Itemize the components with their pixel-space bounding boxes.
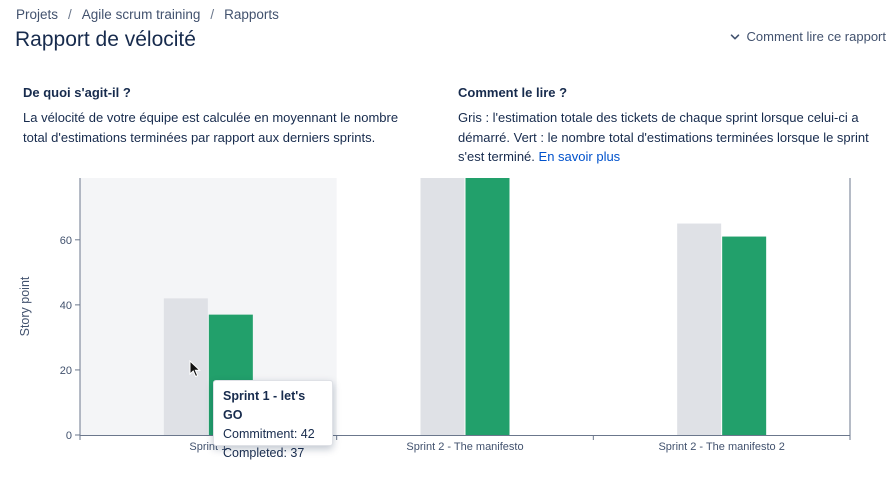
breadcrumb: Projets / Agile scrum training / Rapports <box>16 7 279 22</box>
velocity-chart: 0 20 40 60 Sprint 1 Sprint 2 - The manifesto S… <box>0 168 896 477</box>
how-text: Gris : l'estimation totale des tickets d… <box>458 108 883 167</box>
how-text-body: Gris : l'estimation totale des tickets d… <box>458 110 869 164</box>
chevron-down-icon <box>730 33 739 39</box>
commitment-bar <box>420 178 465 435</box>
commitment-bar <box>677 223 722 435</box>
sprint-tooltip: Sprint 1 - let's GO Commitment: 42 Compl… <box>213 380 333 460</box>
y-axis-label: Story point <box>18 276 32 336</box>
breadcrumb-item-projects[interactable]: Projets <box>16 7 59 22</box>
breadcrumb-separator: / <box>68 7 72 22</box>
how-to-read-label: Comment lire ce rapport <box>746 29 886 44</box>
y-tick-label: 0 <box>66 430 72 442</box>
breadcrumb-item-project[interactable]: Agile scrum training <box>81 7 201 22</box>
y-tick-label: 40 <box>60 300 72 312</box>
tooltip-commitment: Commitment: 42 <box>223 427 315 441</box>
x-tick-label: Sprint 2 - The manifesto <box>406 441 523 453</box>
breadcrumb-item-reports[interactable]: Rapports <box>224 7 279 22</box>
tooltip-title: Sprint 1 - let's GO <box>223 389 306 422</box>
how-heading: Comment le lire ? <box>458 85 568 100</box>
completed-bar <box>465 178 510 435</box>
completed-bar <box>722 236 767 435</box>
page-title: Rapport de vélocité <box>15 28 196 51</box>
y-tick-label: 20 <box>60 365 72 377</box>
commitment-bar <box>163 298 208 435</box>
how-to-read-link[interactable]: Comment lire ce rapport <box>729 29 886 44</box>
mouse-cursor-icon <box>189 360 201 378</box>
y-tick-label: 60 <box>60 235 72 247</box>
x-tick-label: Sprint 2 - The manifesto 2 <box>658 441 784 453</box>
learn-more-link[interactable]: En savoir plus <box>538 149 621 164</box>
tooltip-completed: Completed: 37 <box>223 446 305 460</box>
about-text: La vélocité de votre équipe est calculée… <box>23 110 399 145</box>
about-heading: De quoi s'agit-il ? <box>23 85 131 100</box>
breadcrumb-separator: / <box>210 7 215 22</box>
